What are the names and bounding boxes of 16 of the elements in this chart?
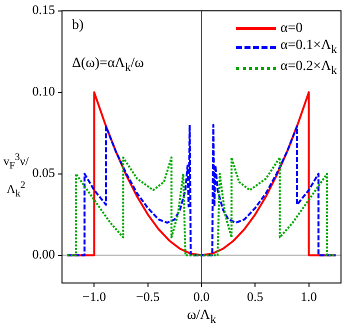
x-tick-label: 0.5	[247, 289, 264, 304]
y-tick-label: 0.15	[32, 2, 55, 18]
x-tick-label: 1.0	[300, 289, 317, 304]
y-tick-label: 0.05	[32, 165, 55, 180]
line-series	[66, 156, 337, 256]
legend-label: α=0.1×Λ$_{k}$	[280, 37, 337, 58]
x-tick-label: 0.0	[193, 289, 210, 304]
x-tick-label: −0.5	[136, 289, 160, 304]
annotation: Δ(ω)=αΛ$_{k}$/ω	[72, 56, 144, 74]
legend-label: α=0	[280, 20, 303, 37]
legend-label: α=0.2×Λ$_{k}$	[280, 58, 337, 79]
y-tick-label: 0.00	[32, 246, 55, 262]
y-tick-label: 0.10	[32, 84, 55, 99]
x-axis-title: ω/Λ$_{k}$	[186, 308, 218, 326]
x-tick-label: −1.0	[82, 289, 106, 304]
annotation: b)	[72, 18, 84, 34]
